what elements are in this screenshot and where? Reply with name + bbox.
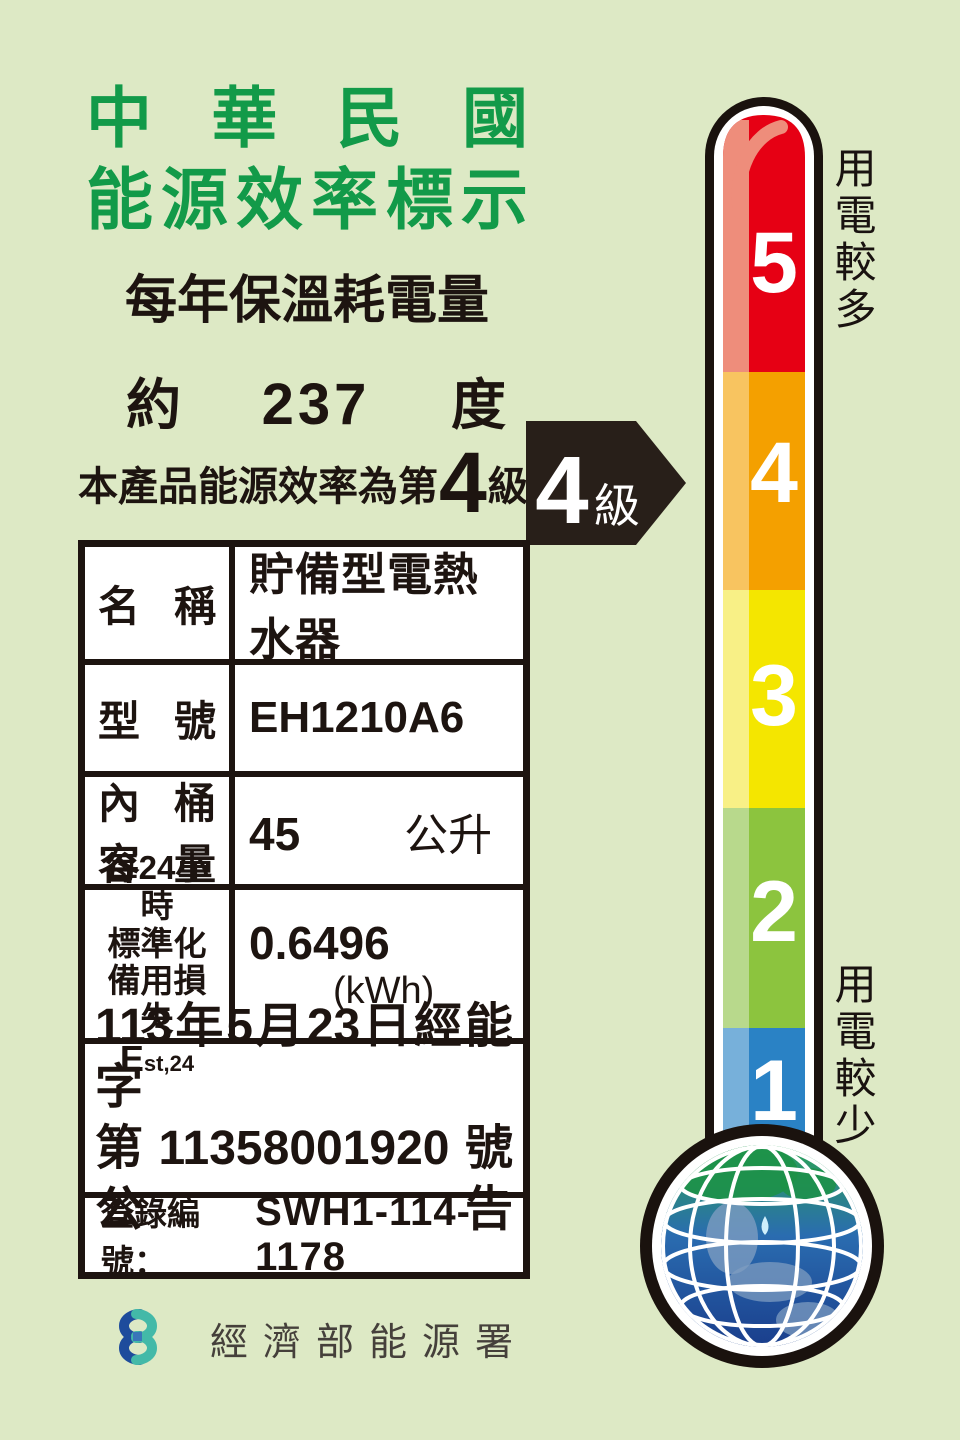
globe-graticule [661,1145,863,1347]
rating-sentence-suffix: 級 [487,464,528,509]
tube-tick-marks [723,148,760,1148]
rating-sentence-grade: 4 [439,435,487,531]
caption-less-power: 用電較少 [829,962,876,1150]
level-number-1: 1 [750,1043,798,1139]
model-label: 型 號 [98,697,216,745]
name-value-cell: 貯備型電熱水器 [235,547,523,665]
standby-loss-label-line1: 每24小時 [105,849,209,925]
standby-loss-symbol-line: Est,24 [98,1038,216,1079]
agency-name: 經濟部能源署 [210,1321,529,1364]
capacity-value: 45 [249,807,301,860]
capacity-value-cell: 45 公升 [235,777,523,884]
capacity-label-cell: 內 桶 容 量 [85,777,235,888]
registration-number: SWH1-114-1178 [255,1190,471,1279]
efficiency-thermometer: 5 4 3 2 1 [640,97,884,1368]
standby-loss-unit: (kWh) [333,969,435,1012]
consumption-prefix: 約 [126,374,182,436]
consumption-unit: 度 [450,374,506,436]
standby-loss-label-line3: 備用損失 [107,962,207,1037]
capacity-label-line2: 容 量 [98,840,216,888]
name-label: 名 稱 [98,582,216,630]
tube-level-numbers: 5 4 3 2 1 [750,215,798,1139]
land-west [706,1202,758,1274]
rating-sentence-prefix: 本產品能源效率為第 [78,464,438,509]
name-label-cell: 名 稱 [85,547,235,659]
logo-center-square [133,1332,142,1341]
table-row-name: 名 稱 貯備型電熱水器 [85,547,523,665]
standby-loss-value: 0.6496 [249,916,390,969]
label-title-line1: 中 華 民 國 [86,81,528,155]
name-value: 貯備型電熱水器 [249,549,480,665]
rating-arrow-shape [526,421,686,545]
level-number-2: 2 [750,864,798,960]
table-row-announcement: 113年5月23日經能字 第11358001920號公告 [85,1000,523,1236]
standby-loss-symbol: E [119,1037,144,1079]
level-number-5: 5 [750,215,798,311]
rating-arrow-unit: 級 [594,480,640,532]
rating-arrow-badge: 4 級 [526,421,686,545]
consumption-value: 237 [261,372,371,437]
rating-sentence: 本產品能源效率為第 4 級 [78,435,528,531]
annual-consumption-value-row: 約 237 度 [126,360,506,440]
model-value-cell: EH1210A6 [235,665,523,771]
level-number-3: 3 [750,648,798,744]
table-row-capacity: 內 桶 容 量 45 公升 [85,771,523,888]
logo-right-glyph [131,1309,157,1365]
capacity-unit: 公升 [404,810,493,860]
annual-consumption-heading: 每年保溫耗電量 [124,272,489,330]
energy-administration-logo-icon [119,1309,157,1365]
standby-loss-symbol-sub: st,24 [143,1050,195,1076]
rating-arrow-grade: 4 [535,437,588,544]
globe-sparkle [761,1216,769,1235]
table-row-registration: 登錄編號： SWH1-114-1178 [85,1190,523,1280]
model-label-cell: 型 號 [85,665,235,771]
capacity-label-line1: 內 桶 [98,779,216,827]
caption-more-power: 用電較多 [829,146,876,334]
spec-table: 名 稱 貯備型電熱水器 型 號 EH1210A6 內 桶 容 量 45 公升 [78,540,530,1280]
table-row-model: 型 號 EH1210A6 [85,659,523,771]
announcement-line1: 113年5月23日經能字 [95,1000,513,1114]
registration-label: 登錄編號： [101,1195,200,1280]
table-row-standby-loss: 每24小時 標準化 備用損失 Est,24 0.6496 (kWh) [85,849,523,1079]
land-islands [728,1262,812,1302]
standby-loss-label-line2: 標準化 [107,924,207,962]
level-number-4: 4 [750,425,798,521]
announcement-line2: 第11358001920號公告 [95,1122,513,1236]
label-title-line2: 能源效率標示 [86,163,528,238]
tube-color-segments [723,115,805,1180]
model-value: EH1210A6 [249,693,465,742]
footer-agency-row: 經濟部能源署 [96,1306,528,1370]
standby-loss-label-cell: 每24小時 標準化 備用損失 Est,24 [85,849,235,1079]
standby-loss-value-cell: 0.6496 (kWh) [235,890,523,1038]
